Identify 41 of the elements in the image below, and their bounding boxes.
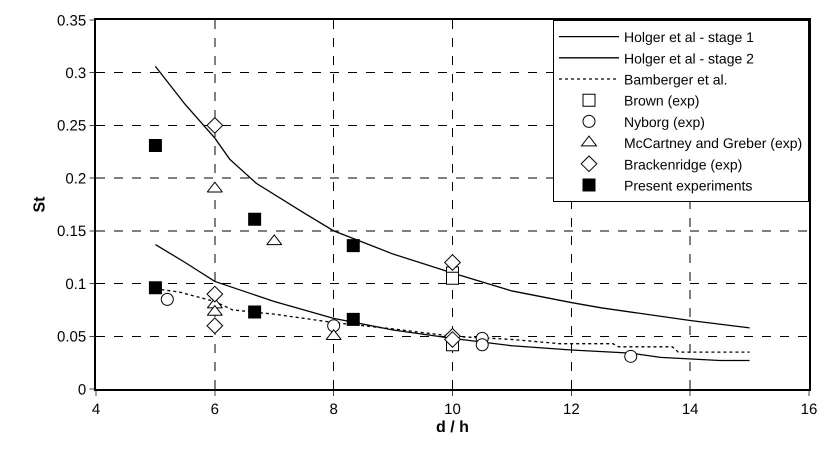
- y-tick-label: 0.25: [57, 118, 86, 135]
- legend-label: Holger et al - stage 2: [624, 50, 754, 66]
- point: [476, 338, 489, 352]
- x-tick-label: 6: [210, 400, 219, 418]
- legend-label: Brackenridge (exp): [624, 156, 742, 172]
- y-tick-label: 0.15: [57, 223, 86, 240]
- point: [206, 286, 224, 302]
- point: [248, 306, 262, 319]
- y-tick-label: 0.1: [65, 276, 86, 293]
- y-tick-label: 0: [78, 381, 86, 398]
- point: [446, 272, 459, 285]
- x-tick-label: 10: [444, 400, 461, 418]
- y-tick-label: 0.05: [57, 328, 86, 346]
- y-tick-label: 0.3: [65, 64, 86, 82]
- point: [206, 117, 224, 134]
- point: [327, 319, 340, 332]
- legend-label: Present experiments: [624, 177, 752, 194]
- x-axis-title: d / h: [436, 418, 469, 436]
- x-tick-label: 14: [682, 400, 699, 418]
- x-tick-label: 12: [562, 400, 580, 418]
- point: [206, 317, 224, 334]
- point: [444, 331, 461, 348]
- x-tick-label: 8: [330, 400, 338, 418]
- point: [248, 212, 262, 226]
- y-tick-label: 0.2: [65, 170, 86, 188]
- legend-label: McCartney and Greber (exp): [624, 135, 802, 152]
- point: [148, 281, 162, 294]
- y-axis-title: St: [31, 196, 48, 212]
- legend-label: Bamberger et al.: [624, 71, 728, 88]
- legend-label: Holger et al - stage 1: [624, 29, 754, 46]
- point: [346, 239, 360, 252]
- point: [160, 292, 174, 306]
- point: [148, 138, 162, 152]
- point: [444, 254, 461, 271]
- legend-label: Nyborg (exp): [624, 114, 705, 130]
- x-tick-label: 4: [92, 400, 100, 418]
- legend-label: Brown (exp): [624, 92, 700, 109]
- point: [346, 312, 360, 326]
- y-tick-label: 0.35: [57, 12, 86, 30]
- x-tick-label: 16: [800, 400, 818, 418]
- point: [624, 350, 638, 363]
